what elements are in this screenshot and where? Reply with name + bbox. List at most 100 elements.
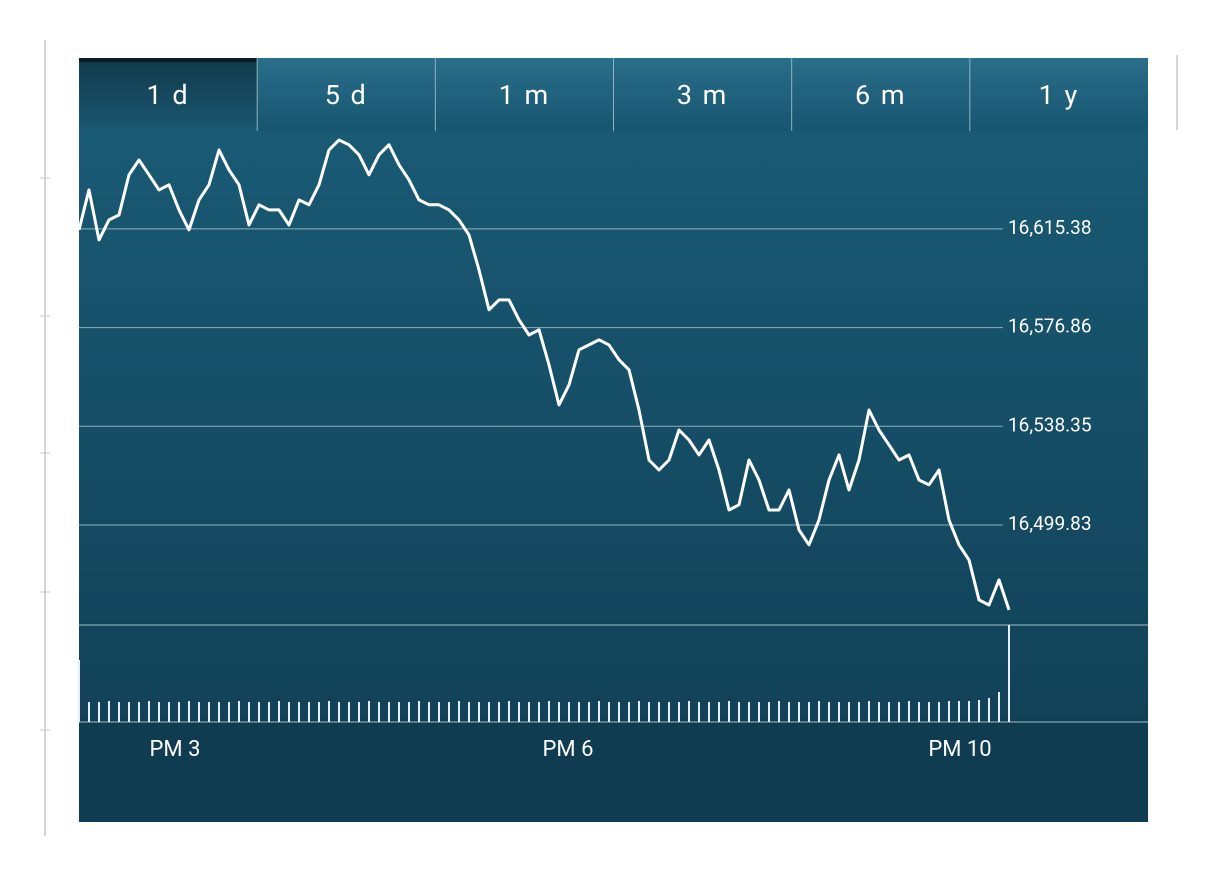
tab-background[interactable] (79, 58, 258, 131)
volume-bar (398, 702, 400, 722)
volume-bar (708, 702, 710, 722)
y-tick-label: 16,576.86 (1008, 315, 1092, 338)
tab[interactable]: 3 m (613, 58, 792, 131)
volume-bar (88, 702, 90, 722)
volume-bar (158, 702, 160, 722)
volume-bar (678, 702, 680, 722)
tab[interactable]: 1 m (434, 58, 614, 131)
tab-background[interactable] (969, 58, 1148, 131)
volume-bar (608, 702, 610, 722)
tab-label[interactable]: 3 m (677, 79, 729, 111)
volume-bar (168, 702, 170, 722)
volume-bar (958, 701, 960, 722)
volume-bar (488, 702, 490, 722)
volume-bar (248, 702, 250, 722)
volume-bar (798, 702, 800, 722)
tab-label[interactable]: 1 y (1039, 79, 1080, 111)
volume-bar (428, 702, 430, 722)
volume-bar (508, 701, 510, 722)
volume-bar (978, 700, 980, 722)
volume-bar (838, 702, 840, 722)
volume-bar (818, 701, 820, 722)
volume-bar (778, 701, 780, 722)
volume-bar (138, 702, 140, 722)
y-tick-label: 16,499.83 (1008, 512, 1092, 535)
volume-bar (258, 702, 260, 722)
volume-bar (768, 702, 770, 722)
volume-bar (628, 702, 630, 722)
volume-bar (318, 702, 320, 722)
volume-bar (178, 702, 180, 722)
volume-bar (118, 702, 120, 722)
volume-bar (228, 702, 230, 722)
volume-bar (688, 701, 690, 722)
tab-label[interactable]: 1 d (147, 79, 190, 111)
volume-bar (968, 701, 970, 722)
volume-bar (358, 702, 360, 722)
volume-bar (418, 701, 420, 722)
volume-bar (78, 660, 80, 722)
tab-background[interactable] (257, 58, 436, 131)
tab-label[interactable]: 1 m (499, 79, 551, 111)
volume-bar (568, 702, 570, 722)
volume-bar (558, 702, 560, 722)
tab[interactable]: 6 m (791, 58, 970, 131)
chart-panel (79, 58, 1148, 822)
volume-bar (458, 701, 460, 722)
volume-bar (308, 702, 310, 722)
y-tick-label: 16,538.35 (1008, 413, 1092, 436)
volume-bar (998, 692, 1000, 722)
volume-bar (658, 702, 660, 722)
volume-bar (878, 702, 880, 722)
plot: 16,499.83 16,538.35 16,576.86 16,615.38 PM 3… (77, 138, 1148, 762)
left-ticks (40, 177, 50, 731)
volume-bar (1008, 625, 1010, 722)
volume-bar (868, 701, 870, 722)
volume-bar (438, 702, 440, 722)
tab-bar: 1 d 5 d 1 m 3 m 6 m 1 y (79, 58, 1148, 131)
volume-bar (538, 702, 540, 722)
volume-bar (238, 701, 240, 722)
volume-bar (948, 701, 950, 722)
volume-bar (758, 702, 760, 722)
tab[interactable]: 1 d (79, 58, 258, 131)
volume-bar (448, 702, 450, 722)
tab-label[interactable]: 5 d (325, 79, 368, 111)
volume-bar (598, 701, 600, 722)
volume-bar (288, 702, 290, 722)
volume-bar (738, 702, 740, 722)
volume-bar (208, 702, 210, 722)
volume-bar (498, 702, 500, 722)
x-axis-band (79, 722, 1148, 822)
volume-bar (728, 701, 730, 722)
volume-bar (788, 702, 790, 722)
volume-bar (648, 702, 650, 722)
tab[interactable]: 1 y (969, 58, 1148, 131)
tab-background[interactable] (791, 58, 970, 131)
volume-bar (468, 702, 470, 722)
x-tick-label: PM 3 (150, 737, 201, 762)
tab[interactable]: 5 d (256, 58, 436, 131)
volume-bar (618, 702, 620, 722)
volume-bar (988, 698, 990, 722)
tab-background[interactable] (613, 58, 792, 131)
x-tick-label: PM 6 (543, 737, 594, 762)
volume-bar (378, 702, 380, 722)
volume-bar (518, 702, 520, 722)
volume-bar (348, 702, 350, 722)
volume-bar (478, 702, 480, 722)
volume-bar (718, 702, 720, 722)
volume-bar (278, 701, 280, 722)
tab-label[interactable]: 6 m (855, 79, 907, 111)
volume-bar (858, 702, 860, 722)
volume-bar (638, 701, 640, 722)
volume-bar (548, 701, 550, 722)
volume-bar (808, 702, 810, 722)
volume-bar (108, 701, 110, 722)
tab-background[interactable] (435, 58, 614, 131)
volume-bar (918, 702, 920, 722)
volume-bar (268, 702, 270, 722)
volume-bar (588, 702, 590, 722)
